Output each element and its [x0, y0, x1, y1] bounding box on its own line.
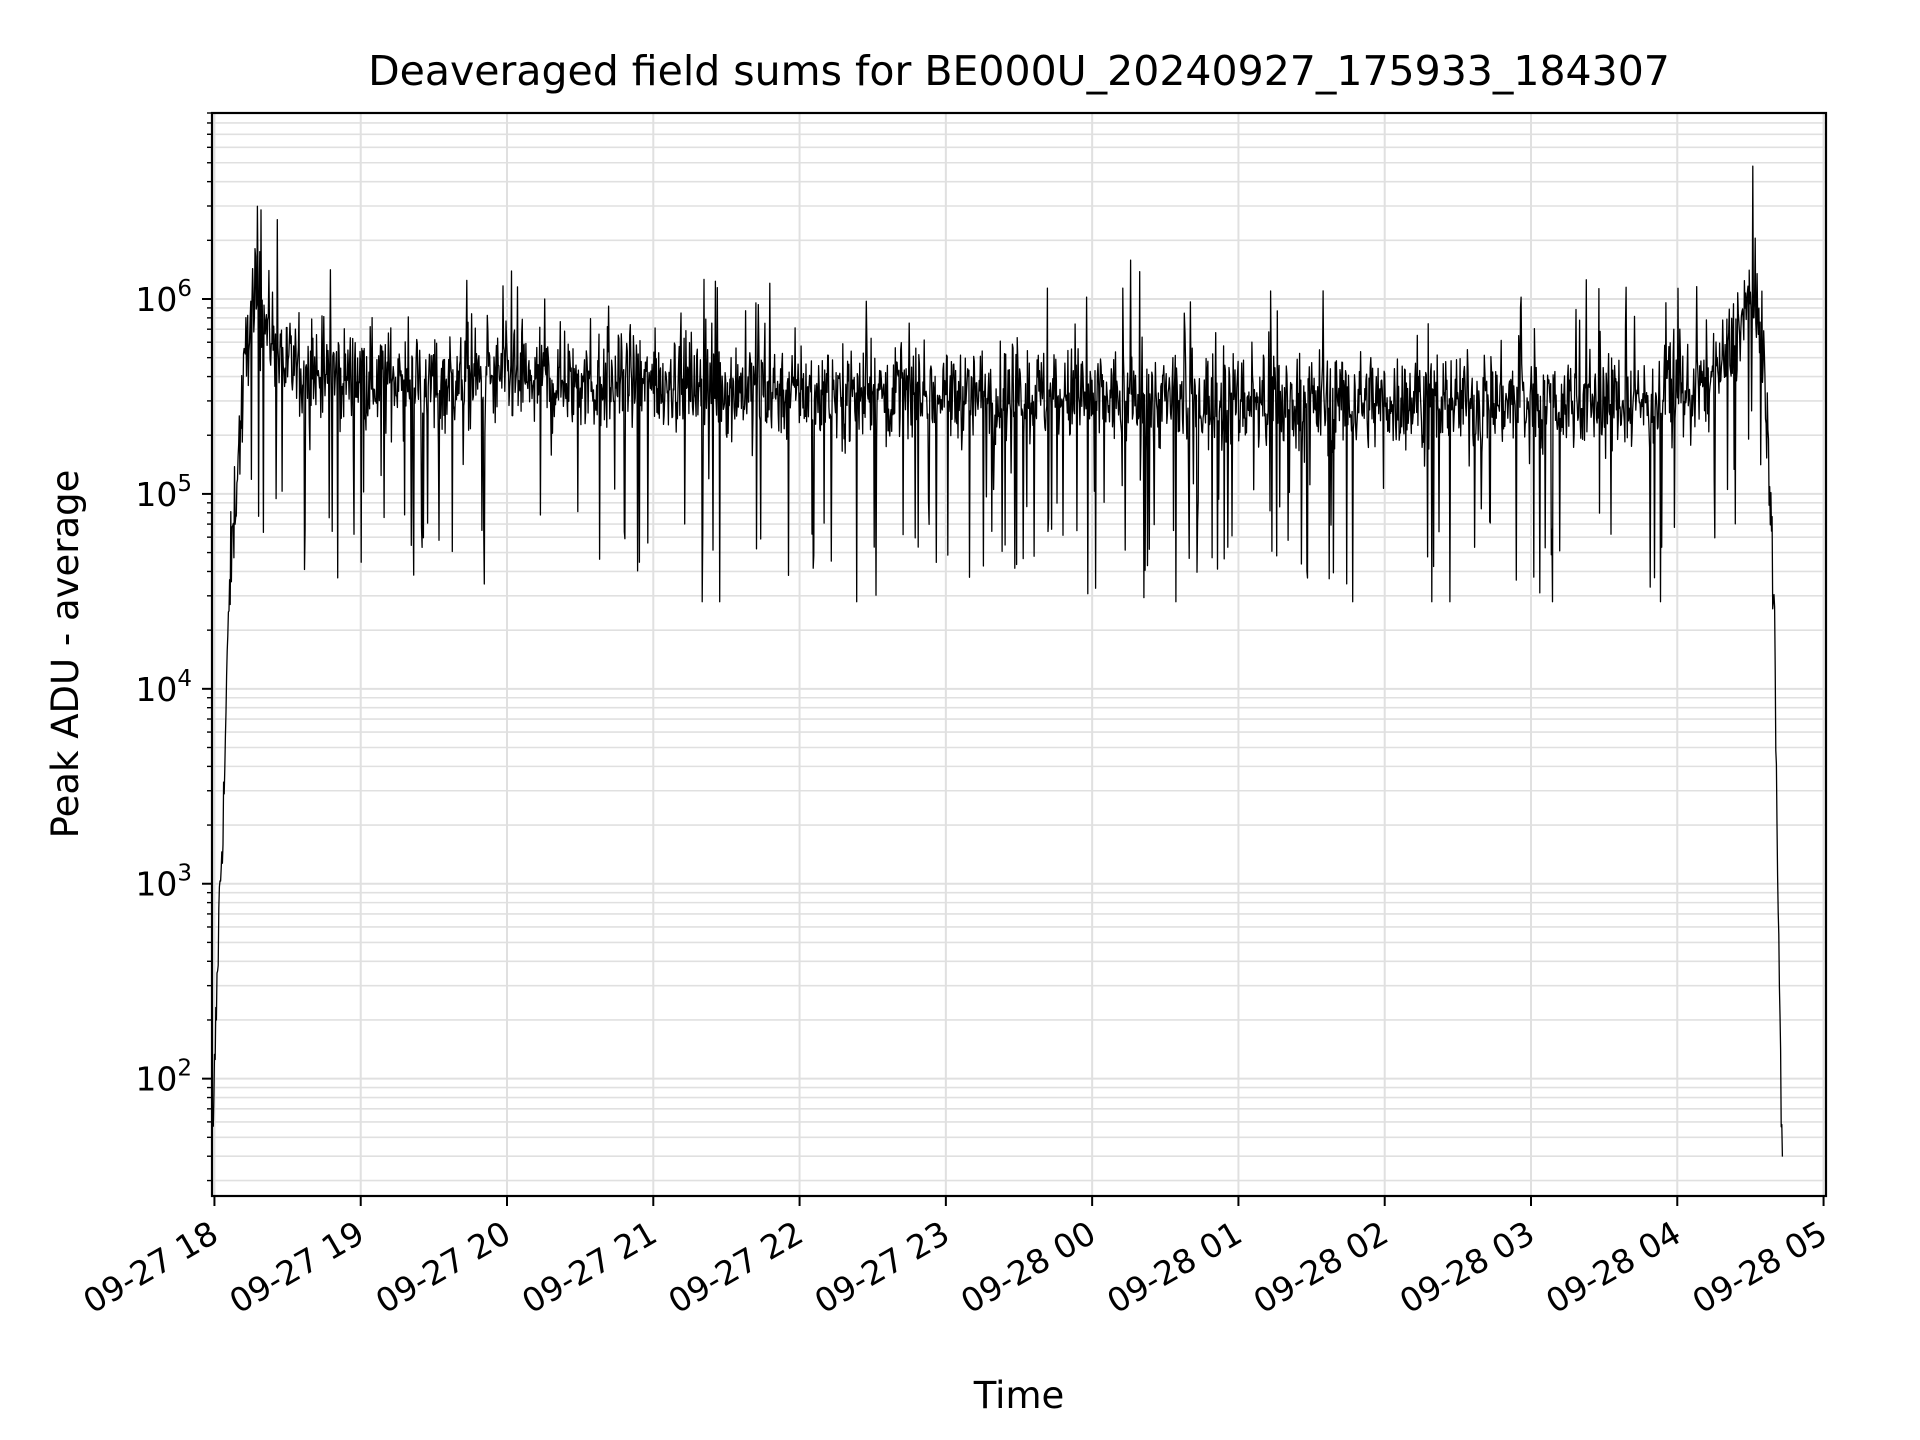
- series-layer: [212, 165, 1784, 1157]
- plot-frame: [210, 111, 1828, 1198]
- x-axis-label: Time: [973, 1374, 1065, 1417]
- y-axis: 102 103 104 105 106: [135, 112, 212, 1182]
- y-tick-label: 105: [135, 471, 192, 514]
- y-tick-label: 102: [135, 1056, 192, 1099]
- series-line: [212, 165, 1784, 1157]
- y-tick-label: 103: [135, 861, 192, 904]
- chart-title: Deaveraged field sums for BE000U_2024092…: [368, 47, 1670, 95]
- y-tick-label: 106: [135, 276, 192, 319]
- y-tick-label: 104: [135, 666, 192, 709]
- grid: [212, 112, 1826, 1196]
- y-axis-label: Peak ADU - average: [44, 470, 87, 839]
